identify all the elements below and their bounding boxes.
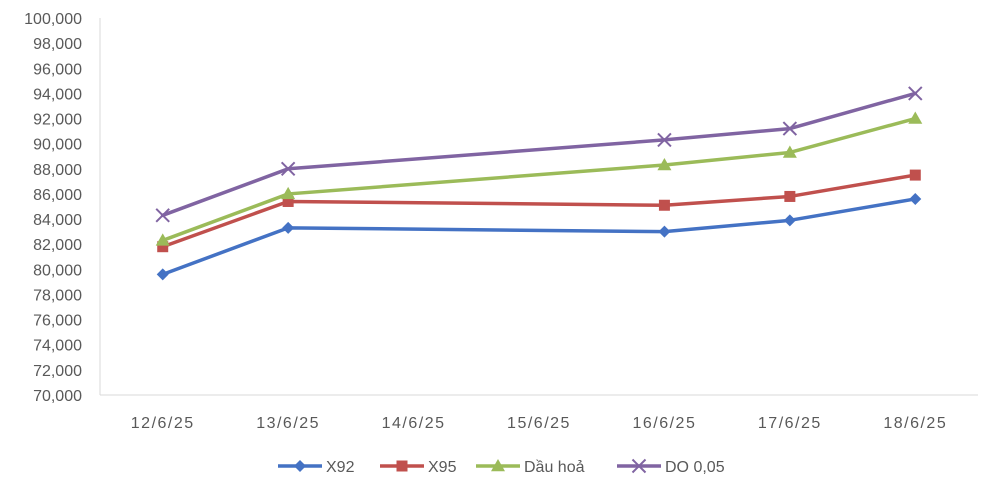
y-tick-label: 84,000 xyxy=(33,212,82,229)
data-point xyxy=(782,121,798,136)
data-point xyxy=(908,111,923,124)
data-point xyxy=(784,190,796,202)
x-tick-label: 17/6/25 xyxy=(758,415,822,432)
data-point xyxy=(909,169,921,181)
series-d-u-ho- xyxy=(155,111,923,246)
legend-marker xyxy=(631,458,647,474)
y-tick-label: 72,000 xyxy=(33,363,82,380)
data-point xyxy=(909,192,922,205)
data-point xyxy=(157,241,169,253)
y-tick-label: 74,000 xyxy=(33,338,82,355)
x-tick-label: 18/6/25 xyxy=(883,415,947,432)
legend-label: DO 0,05 xyxy=(665,459,725,476)
series-line xyxy=(160,197,918,277)
x-tick-label: 13/6/25 xyxy=(256,415,320,432)
x-tick-label: 12/6/25 xyxy=(131,415,195,432)
x-tick-label: 14/6/25 xyxy=(382,415,446,432)
data-point xyxy=(282,221,295,234)
x-tick-label: 15/6/25 xyxy=(507,415,571,432)
data-point xyxy=(908,86,923,101)
y-tick-label: 86,000 xyxy=(33,187,82,204)
series-line xyxy=(160,116,918,243)
y-tick-label: 96,000 xyxy=(33,61,82,78)
y-tick-label: 90,000 xyxy=(33,137,82,154)
data-point xyxy=(155,233,170,246)
y-tick-label: 78,000 xyxy=(33,287,82,304)
legend-label: Dầu hoả xyxy=(524,459,585,476)
legend-label: X92 xyxy=(326,459,355,476)
legend: X92 X95 Dầu hoả DO 0,05 xyxy=(278,458,725,476)
data-point xyxy=(156,268,169,281)
legend-item: Dầu hoả xyxy=(476,459,585,476)
legend-marker xyxy=(294,460,306,472)
series-x95 xyxy=(157,169,921,253)
data-point xyxy=(281,186,296,200)
legend-label: X95 xyxy=(428,459,457,476)
y-tick-label: 100,000 xyxy=(24,11,82,28)
series-do-0-05 xyxy=(155,86,923,223)
data-point xyxy=(280,161,296,177)
y-tick-label: 92,000 xyxy=(33,112,82,129)
legend-item: X95 xyxy=(380,459,457,476)
series-group xyxy=(155,86,923,281)
axes xyxy=(99,18,978,396)
legend-marker xyxy=(491,459,505,472)
data-point xyxy=(155,208,170,223)
data-point xyxy=(658,225,671,238)
data-point xyxy=(282,195,294,207)
data-point xyxy=(782,145,797,158)
legend-item: X92 xyxy=(278,459,355,476)
data-point xyxy=(657,132,672,148)
x-tick-labels: 12/6/25 13/6/25 14/6/25 15/6/25 16/6/25 17/6/… xyxy=(131,415,947,432)
y-tick-labels: 70,000 72,000 74,000 76,000 78,000 80,000 82,0… xyxy=(24,11,82,405)
data-point xyxy=(783,214,796,227)
legend-marker xyxy=(396,460,408,472)
y-tick-label: 70,000 xyxy=(33,388,82,405)
series-line xyxy=(160,173,918,249)
data-point xyxy=(658,199,670,211)
y-tick-label: 82,000 xyxy=(33,237,82,254)
y-tick-label: 88,000 xyxy=(33,162,82,179)
x-tick-label: 16/6/25 xyxy=(632,415,696,432)
y-tick-label: 80,000 xyxy=(33,262,82,279)
y-tick-label: 76,000 xyxy=(33,313,82,330)
y-tick-label: 94,000 xyxy=(33,86,82,103)
series-x92 xyxy=(156,192,922,281)
y-tick-label: 98,000 xyxy=(33,36,82,53)
legend-item: DO 0,05 xyxy=(617,458,725,476)
data-point xyxy=(657,158,672,171)
